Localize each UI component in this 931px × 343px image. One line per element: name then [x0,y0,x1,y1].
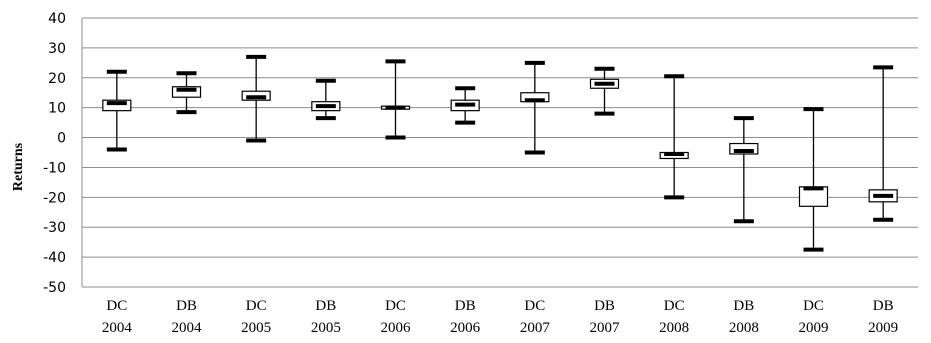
x-category-label-top: DB [315,298,336,314]
box-group [798,107,829,252]
box-group [311,78,341,121]
x-category-label-bottom: 2004 [102,320,133,336]
x-category-label-bottom: 2006 [381,320,412,336]
x-category-label-top: DC [803,298,824,314]
box [102,99,132,112]
y-tick-label: 0 [57,131,66,147]
x-category-label-top: DC [246,298,267,314]
box-group [171,71,202,115]
box-group [520,60,550,155]
x-category-label-bottom: 2007 [590,320,621,336]
x-category-label-bottom: 2004 [172,320,203,336]
box-group [450,86,480,125]
y-tick-label: -20 [43,190,66,206]
y-tick-label: 10 [48,101,66,117]
box-group [102,69,132,152]
x-category-label-bottom: 2009 [868,320,898,336]
box [729,142,759,155]
x-category-label-bottom: 2005 [241,320,271,336]
y-tick-label: -50 [43,280,66,296]
x-category-label-bottom: 2006 [450,320,481,336]
x-category-label-bottom: 2005 [311,320,341,336]
y-tick-label: 40 [48,11,66,27]
x-category-label-bottom: 2009 [799,320,829,336]
y-tick-label: -40 [43,250,66,266]
y-axis-title: Returns [11,142,26,191]
y-tick-label: -30 [43,220,66,236]
x-category-labels: DC 2004 DB 2004 DC 2005 DB 2005 DC 2006 DB 2006 DC 20… [102,298,898,336]
box-group [729,116,759,224]
y-tick-labels: -50 -40 -30 -20 -10 0 10 20 30 40 [43,11,66,296]
gridlines [81,17,918,288]
box-group [868,65,898,222]
x-category-label-top: DC [385,298,406,314]
y-tick-label: -10 [43,160,66,176]
x-category-label-top: DC [524,298,545,314]
box-group [241,54,271,143]
x-category-label-top: DB [594,298,615,314]
box-group [589,66,620,116]
box-group [380,59,411,140]
y-tick-label: 20 [48,71,66,87]
box-group [659,74,689,200]
x-category-label-top: DC [664,298,685,314]
x-category-label-top: DB [176,298,197,314]
y-tick-label: 30 [48,41,66,57]
x-category-label-top: DC [106,298,127,314]
x-category-label-top: DB [873,298,894,314]
x-category-label-bottom: 2008 [659,320,689,336]
box [171,86,202,98]
boxes [102,54,898,252]
x-category-label-bottom: 2007 [520,320,551,336]
x-category-label-top: DB [733,298,754,314]
x-category-label-top: DB [455,298,476,314]
x-category-label-bottom: 2008 [729,320,759,336]
